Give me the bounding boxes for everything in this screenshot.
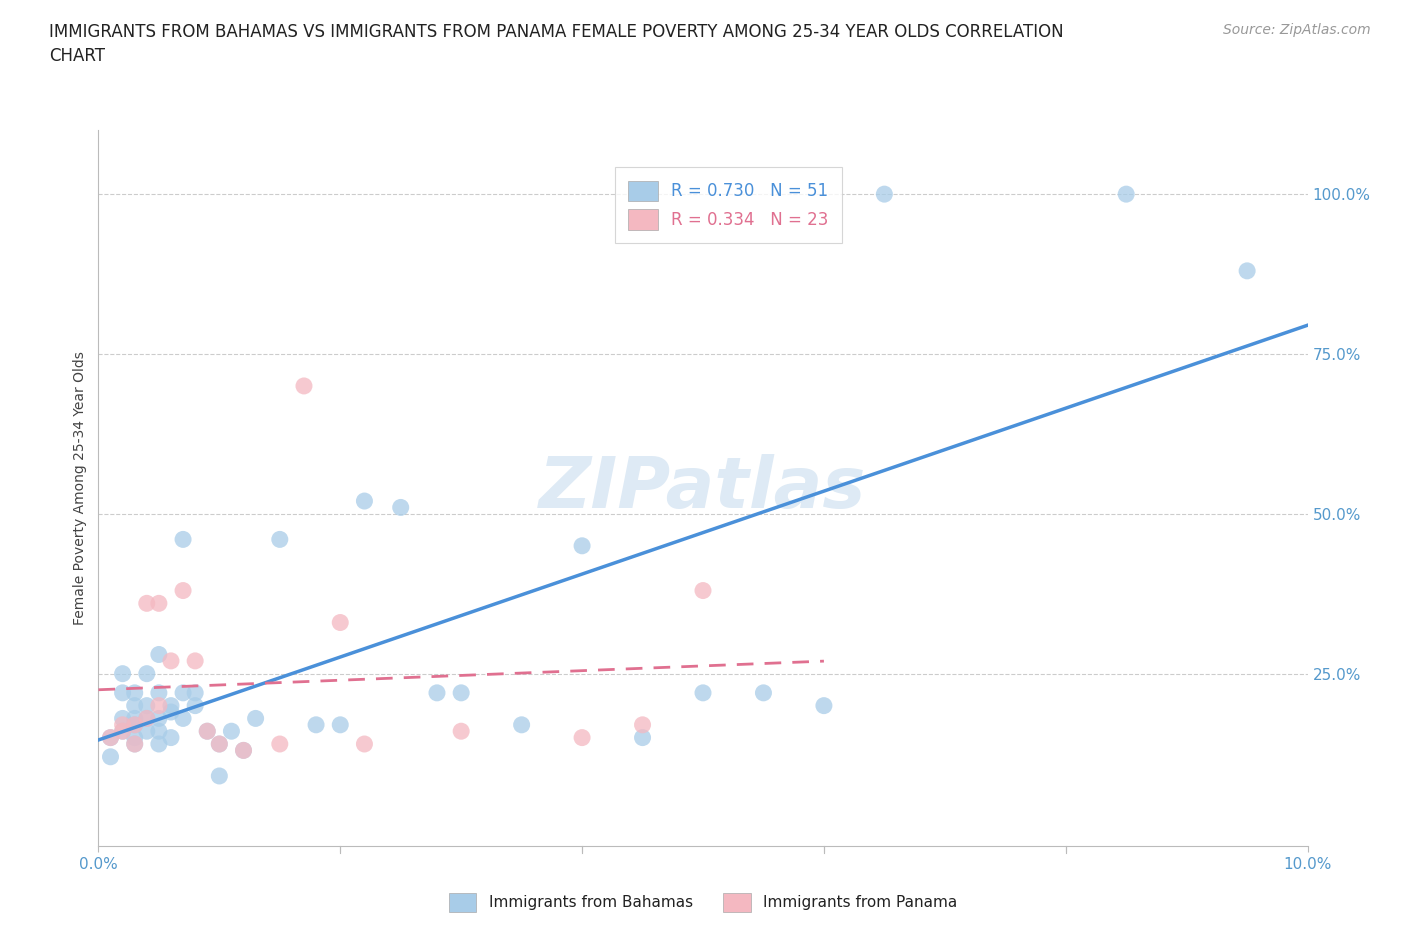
- Point: [184, 654, 207, 669]
- Point: [135, 596, 157, 611]
- Point: [571, 538, 593, 553]
- Point: [111, 724, 134, 738]
- Point: [160, 654, 183, 669]
- Text: ZIPatlas: ZIPatlas: [540, 454, 866, 523]
- Point: [221, 724, 243, 738]
- Point: [813, 698, 835, 713]
- Point: [232, 743, 254, 758]
- Point: [208, 737, 231, 751]
- Point: [111, 685, 134, 700]
- Point: [172, 711, 194, 726]
- Point: [135, 724, 157, 738]
- Point: [135, 711, 157, 726]
- Point: [160, 705, 183, 720]
- Legend: Immigrants from Bahamas, Immigrants from Panama: Immigrants from Bahamas, Immigrants from…: [443, 887, 963, 918]
- Point: [124, 711, 146, 726]
- Point: [692, 583, 714, 598]
- Point: [195, 724, 218, 738]
- Point: [135, 711, 157, 726]
- Y-axis label: Female Poverty Among 25-34 Year Olds: Female Poverty Among 25-34 Year Olds: [73, 352, 87, 625]
- Point: [111, 724, 134, 738]
- Point: [100, 730, 122, 745]
- Point: [631, 717, 654, 732]
- Point: [124, 737, 146, 751]
- Point: [1115, 187, 1137, 202]
- Point: [148, 711, 170, 726]
- Point: [124, 698, 146, 713]
- Point: [111, 711, 134, 726]
- Point: [124, 685, 146, 700]
- Point: [148, 596, 170, 611]
- Point: [148, 647, 170, 662]
- Point: [124, 730, 146, 745]
- Point: [148, 724, 170, 738]
- Legend: R = 0.730   N = 51, R = 0.334   N = 23: R = 0.730 N = 51, R = 0.334 N = 23: [614, 167, 842, 243]
- Point: [111, 717, 134, 732]
- Text: IMMIGRANTS FROM BAHAMAS VS IMMIGRANTS FROM PANAMA FEMALE POVERTY AMONG 25-34 YEA: IMMIGRANTS FROM BAHAMAS VS IMMIGRANTS FR…: [49, 23, 1064, 65]
- Point: [510, 717, 533, 732]
- Point: [111, 666, 134, 681]
- Point: [148, 698, 170, 713]
- Point: [353, 494, 375, 509]
- Point: [450, 685, 472, 700]
- Point: [873, 187, 896, 202]
- Point: [135, 698, 157, 713]
- Point: [148, 685, 170, 700]
- Point: [160, 730, 183, 745]
- Point: [450, 724, 472, 738]
- Point: [571, 730, 593, 745]
- Point: [232, 743, 254, 758]
- Point: [305, 717, 328, 732]
- Point: [269, 737, 291, 751]
- Point: [100, 750, 122, 764]
- Point: [148, 737, 170, 751]
- Point: [184, 685, 207, 700]
- Point: [160, 698, 183, 713]
- Point: [184, 698, 207, 713]
- Point: [329, 615, 352, 630]
- Point: [353, 737, 375, 751]
- Point: [426, 685, 449, 700]
- Point: [329, 717, 352, 732]
- Point: [172, 583, 194, 598]
- Point: [1236, 263, 1258, 278]
- Point: [692, 685, 714, 700]
- Point: [208, 737, 231, 751]
- Point: [245, 711, 267, 726]
- Point: [195, 724, 218, 738]
- Point: [124, 717, 146, 732]
- Text: Source: ZipAtlas.com: Source: ZipAtlas.com: [1223, 23, 1371, 37]
- Point: [172, 532, 194, 547]
- Point: [389, 500, 412, 515]
- Point: [752, 685, 775, 700]
- Point: [269, 532, 291, 547]
- Point: [124, 717, 146, 732]
- Point: [135, 666, 157, 681]
- Point: [172, 685, 194, 700]
- Point: [124, 737, 146, 751]
- Point: [208, 768, 231, 783]
- Point: [100, 730, 122, 745]
- Point: [631, 730, 654, 745]
- Point: [292, 379, 315, 393]
